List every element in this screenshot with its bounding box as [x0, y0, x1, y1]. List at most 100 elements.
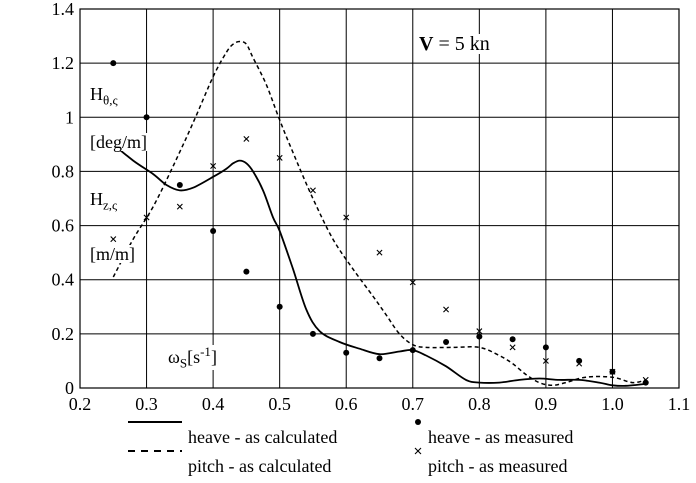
series-layer [110, 40, 649, 387]
point-heave-as-measured-12 [509, 336, 516, 343]
point-pitch-as-measured-1 [143, 214, 150, 221]
point-heave-as-measured-7 [343, 349, 350, 356]
legend-item-pitch-calculated: pitch - as calculated [188, 457, 331, 475]
x-tick-label-0.9: 0.9 [535, 394, 558, 414]
point-pitch-as-measured-12 [509, 344, 516, 351]
xlabel-omega: ωS[s-1] [165, 345, 220, 370]
speed-annotation: V = 5 kn [417, 34, 492, 54]
legend-label-heave-calculated: heave - as calculated [188, 427, 338, 447]
y-tick-label-0.8: 0.8 [52, 161, 75, 181]
point-pitch-as-measured-7 [343, 214, 350, 221]
point-pitch-as-measured-14-b [576, 360, 583, 367]
point-pitch-as-measured-10-b [443, 306, 450, 313]
axes [79, 8, 680, 389]
series-line-heave-as-calculated [112, 143, 646, 387]
point-pitch-as-measured-8 [376, 249, 383, 256]
x-tick-labels: 0.2 0.3 0.4 0.5 0.6 0.7 0.8 0.9 1.0 1.1 [69, 394, 691, 414]
point-pitch-as-measured-2-b [176, 203, 183, 210]
xlabel-sub: S [179, 355, 188, 371]
y-tick-label-1.4: 1.4 [52, 0, 75, 19]
point-pitch-as-measured-2 [176, 203, 183, 210]
x-tick-label-1.0: 1.0 [601, 394, 624, 414]
point-pitch-as-measured-0-b [110, 236, 117, 243]
legend-swatch-pitch-measured [414, 447, 422, 455]
point-pitch-as-measured-13 [542, 357, 549, 364]
point-pitch-as-measured-6 [309, 187, 316, 194]
grid [80, 9, 679, 388]
speed-annotation-bold: V [419, 33, 434, 55]
point-heave-as-measured-10 [443, 338, 450, 345]
point-pitch-as-measured-4 [243, 135, 250, 142]
point-heave-as-measured-6 [309, 330, 316, 337]
point-heave-as-measured-5 [276, 303, 283, 310]
y-tick-label-1: 1 [65, 107, 74, 127]
plot-frame [79, 8, 680, 389]
point-pitch-as-measured-12-b [509, 344, 516, 351]
point-pitch-as-measured-4-b [243, 135, 250, 142]
xlabel-main: ω [168, 347, 180, 367]
point-heave-as-measured-0 [110, 60, 117, 67]
x-tick-label-1.1: 1.1 [668, 394, 691, 414]
xlabel-close: ] [210, 347, 217, 367]
point-pitch-as-measured-6-b [309, 187, 316, 194]
point-pitch-as-measured-16-b [642, 376, 649, 383]
speed-annotation-rest: = 5 kn [433, 33, 490, 55]
point-heave-as-measured-13 [542, 344, 549, 351]
legend-item-pitch-measured: pitch - as measured [428, 457, 567, 475]
y-tick-label-1.2: 1.2 [52, 53, 75, 73]
ylabel-z: Hz,ς [90, 189, 121, 213]
point-heave-as-measured-3 [210, 227, 217, 234]
point-pitch-as-measured-1-b [143, 214, 150, 221]
point-pitch-as-measured-9-b [409, 279, 416, 286]
point-pitch-as-measured-3-b [210, 163, 217, 170]
point-pitch-as-measured-11 [476, 328, 483, 335]
y-tick-label-0.2: 0.2 [52, 324, 75, 344]
point-pitch-as-measured-5 [276, 154, 283, 161]
point-pitch-as-measured-15-b [609, 368, 616, 375]
xlabel-unit: [s [187, 347, 201, 367]
point-pitch-as-measured-13-b [542, 357, 549, 364]
y-tick-label-0.6: 0.6 [52, 216, 75, 236]
point-pitch-as-measured-5-b [276, 154, 283, 161]
legend-swatch-pitch-measured-b [414, 447, 422, 455]
ylabel-theta-unit: [deg/m] [90, 133, 150, 151]
ylabel-z-main: H [90, 189, 103, 209]
point-pitch-as-measured-0 [110, 236, 117, 243]
ylabel-z-sub: z,ς [103, 197, 118, 213]
legend-swatch-heave-measured [415, 419, 421, 425]
point-pitch-as-measured-11-b [476, 328, 483, 335]
legend-item-heave-measured: heave - as measured [428, 428, 573, 446]
point-heave-as-measured-4 [243, 268, 250, 275]
x-tick-label-0.4: 0.4 [202, 394, 225, 414]
point-pitch-as-measured-16 [642, 376, 649, 383]
point-pitch-as-measured-8-b [376, 249, 383, 256]
point-pitch-as-measured-3 [210, 163, 217, 170]
x-tick-label-0.3: 0.3 [135, 394, 158, 414]
ylabel-theta-main: H [90, 84, 103, 104]
x-tick-label-0.6: 0.6 [335, 394, 358, 414]
legend-label-pitch-measured: pitch - as measured [428, 456, 568, 476]
point-pitch-as-measured-14 [576, 360, 583, 367]
x-tick-label-0.7: 0.7 [402, 394, 425, 414]
point-pitch-as-measured-9 [409, 279, 416, 286]
ylabel-theta-sub: θ,ς [103, 92, 118, 108]
point-pitch-as-measured-10 [443, 306, 450, 313]
y-tick-labels: 0 0.2 0.4 0.6 0.8 1 1.2 1.4 [52, 0, 75, 398]
legend-label-pitch-calculated: pitch - as calculated [188, 456, 332, 476]
xlabel-exp: -1 [200, 344, 211, 359]
point-heave-as-measured-11 [476, 333, 483, 340]
point-pitch-as-measured-15 [609, 368, 616, 375]
legend-item-heave-calculated: heave - as calculated [188, 428, 337, 446]
y-tick-label-0.4: 0.4 [52, 270, 75, 290]
ylabel-theta: Hθ,ς [90, 85, 121, 107]
point-pitch-as-measured-7-b [343, 214, 350, 221]
point-heave-as-measured-2 [176, 181, 183, 188]
y-tick-label-0: 0 [65, 378, 74, 398]
legend-swatches [128, 419, 422, 455]
point-heave-as-measured-8 [376, 355, 383, 362]
x-tick-label-0.2: 0.2 [69, 394, 92, 414]
legend-label-heave-measured: heave - as measured [428, 427, 574, 447]
x-tick-label-0.5: 0.5 [268, 394, 291, 414]
x-tick-label-0.8: 0.8 [468, 394, 491, 414]
